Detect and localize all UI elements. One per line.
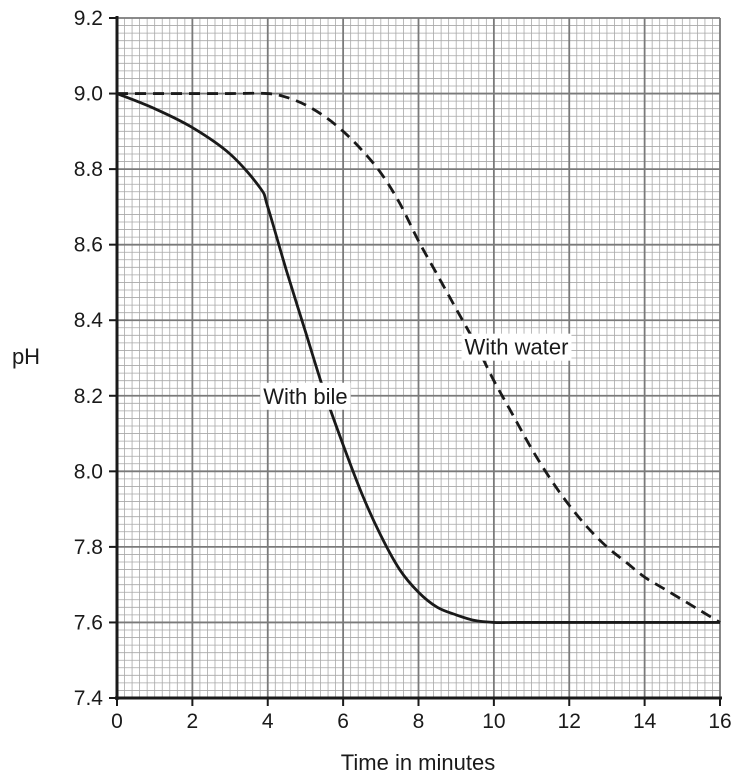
x-tick-label: 12 xyxy=(558,710,581,733)
series-labels: With bile With water xyxy=(260,333,572,410)
series-line-with-water xyxy=(117,91,721,624)
y-tick-label: 9.0 xyxy=(74,83,103,106)
x-tick-label: 6 xyxy=(337,710,349,733)
axes xyxy=(109,16,722,706)
x-tick-label: 16 xyxy=(708,710,731,733)
y-tick-label: 8.2 xyxy=(74,385,103,408)
series-line-with-bile xyxy=(116,92,720,624)
y-tick-label: 9.2 xyxy=(74,7,103,30)
series-label-text: With bile xyxy=(263,384,347,409)
y-tick-label: 8.8 xyxy=(74,158,103,181)
y-tick-label: 8.6 xyxy=(74,234,103,257)
x-tick-label: 14 xyxy=(633,710,657,733)
y-tick-label: 7.4 xyxy=(74,687,104,710)
series-label-0: With bile xyxy=(260,382,351,410)
x-tick-label: 4 xyxy=(262,710,274,733)
x-tick-label: 8 xyxy=(413,710,425,733)
series-label-1: With water xyxy=(461,333,572,361)
y-tick-label: 7.6 xyxy=(74,611,103,634)
x-tick-labels: 0 2 4 6 8 10 12 14 16 xyxy=(111,710,732,733)
series-label-background xyxy=(260,382,351,410)
x-tick-label: 10 xyxy=(482,710,505,733)
y-axis-title: pH xyxy=(12,344,40,369)
x-tick-label: 0 xyxy=(111,710,123,733)
y-tick-label: 8.0 xyxy=(74,460,103,483)
y-tick-labels: 7.4 7.6 7.8 8.0 8.2 8.4 8.6 8.8 9.0 9.2 xyxy=(74,7,104,710)
series-label-text: With water xyxy=(465,335,569,360)
x-axis-title: Time in minutes xyxy=(341,750,495,775)
y-tick-label: 8.4 xyxy=(74,309,104,332)
series-lines xyxy=(116,91,721,624)
series-label-background xyxy=(461,333,572,361)
x-tick-label: 2 xyxy=(187,710,199,733)
y-tick-label: 7.8 xyxy=(74,536,103,559)
